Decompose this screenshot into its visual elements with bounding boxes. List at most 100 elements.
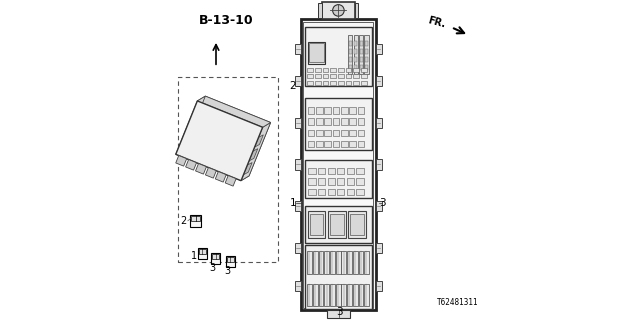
Bar: [313, 284, 317, 306]
Bar: [349, 57, 352, 62]
Text: T62481311: T62481311: [437, 298, 479, 307]
Bar: [358, 130, 364, 136]
Bar: [212, 254, 219, 259]
Bar: [349, 65, 352, 70]
Bar: [338, 74, 344, 78]
Bar: [198, 249, 206, 254]
Bar: [349, 41, 352, 46]
Polygon shape: [184, 96, 271, 176]
Text: 3: 3: [336, 307, 342, 317]
Bar: [358, 284, 364, 306]
Polygon shape: [243, 163, 252, 175]
Bar: [365, 57, 368, 62]
Bar: [358, 251, 364, 274]
Bar: [295, 76, 301, 86]
Bar: [360, 65, 363, 70]
Bar: [328, 211, 346, 238]
Bar: [353, 81, 359, 85]
Bar: [353, 68, 359, 72]
Bar: [359, 35, 364, 74]
Bar: [330, 284, 335, 306]
Bar: [333, 107, 339, 114]
Polygon shape: [255, 135, 263, 147]
Text: 3: 3: [224, 266, 230, 276]
Bar: [341, 118, 348, 125]
Bar: [347, 168, 354, 174]
Bar: [360, 57, 363, 62]
Bar: [330, 74, 336, 78]
Bar: [295, 281, 301, 291]
Bar: [353, 284, 358, 306]
Polygon shape: [176, 149, 249, 181]
Bar: [349, 107, 356, 114]
Bar: [324, 141, 331, 147]
Bar: [376, 44, 381, 54]
Polygon shape: [176, 101, 262, 181]
Polygon shape: [205, 167, 216, 178]
Bar: [355, 57, 357, 62]
Bar: [324, 130, 331, 136]
Bar: [295, 159, 301, 170]
Polygon shape: [225, 175, 236, 186]
Bar: [341, 141, 348, 147]
Bar: [307, 284, 312, 306]
Polygon shape: [196, 164, 207, 174]
Bar: [307, 81, 313, 85]
Bar: [307, 251, 312, 274]
Bar: [327, 310, 349, 318]
Bar: [328, 178, 335, 185]
Bar: [178, 77, 278, 262]
Bar: [364, 251, 369, 274]
Bar: [336, 251, 340, 274]
Bar: [365, 41, 368, 46]
Bar: [355, 49, 357, 54]
Bar: [330, 214, 344, 235]
Bar: [295, 243, 301, 253]
Bar: [295, 118, 301, 128]
Bar: [355, 65, 357, 70]
Bar: [307, 68, 313, 72]
Bar: [316, 118, 323, 125]
Bar: [305, 98, 372, 150]
Bar: [308, 189, 316, 195]
Text: 3: 3: [210, 263, 216, 273]
Bar: [318, 168, 325, 174]
Bar: [328, 168, 335, 174]
Polygon shape: [176, 96, 205, 154]
Text: 1: 1: [191, 251, 196, 261]
Bar: [198, 248, 207, 259]
Bar: [316, 107, 323, 114]
Bar: [361, 68, 367, 72]
Bar: [308, 118, 314, 125]
Bar: [323, 68, 328, 72]
Bar: [305, 206, 372, 243]
Polygon shape: [186, 159, 196, 170]
Bar: [313, 251, 317, 274]
Bar: [324, 251, 329, 274]
Bar: [354, 35, 358, 74]
Text: 1: 1: [289, 198, 296, 208]
Bar: [376, 281, 381, 291]
Polygon shape: [241, 123, 271, 181]
Bar: [353, 251, 358, 274]
Bar: [308, 211, 325, 238]
Bar: [347, 178, 354, 185]
Bar: [365, 65, 368, 70]
Bar: [308, 130, 314, 136]
Bar: [358, 118, 364, 125]
Bar: [295, 44, 301, 54]
Bar: [353, 74, 359, 78]
Text: 3: 3: [379, 198, 386, 208]
Bar: [322, 2, 355, 19]
Bar: [227, 257, 234, 262]
Bar: [191, 216, 200, 221]
Bar: [365, 49, 368, 54]
Bar: [376, 159, 381, 170]
Bar: [349, 130, 356, 136]
Bar: [310, 214, 323, 235]
Bar: [349, 49, 352, 54]
Bar: [365, 35, 369, 74]
Bar: [341, 251, 346, 274]
Bar: [324, 107, 331, 114]
Polygon shape: [215, 172, 226, 182]
